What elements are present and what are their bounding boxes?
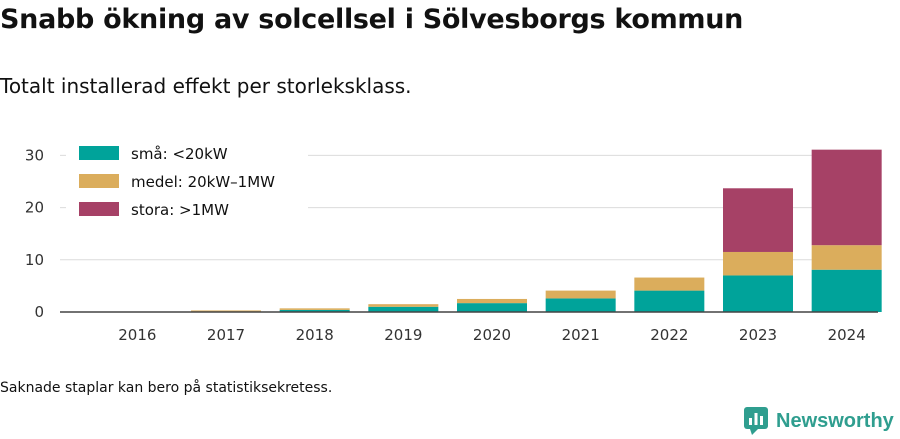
- chart-subtitle: Totalt installerad effekt per storlekskl…: [0, 74, 412, 98]
- bar-2021-series-0: [545, 298, 616, 312]
- newsworthy-logo[interactable]: Newsworthy: [744, 407, 894, 435]
- legend-label: små: <20kW: [131, 145, 228, 163]
- legend-swatch: [79, 146, 119, 160]
- bar-2020-series-1: [457, 298, 527, 304]
- bar-2024-series-2: [811, 149, 882, 246]
- y-tick-label: 30: [25, 146, 44, 164]
- x-tick-label: 2019: [384, 326, 422, 344]
- y-tick-label: 10: [25, 251, 44, 269]
- bar-2017-series-1: [191, 310, 261, 312]
- x-tick-label: 2021: [562, 326, 600, 344]
- y-tick-label: 0: [34, 303, 44, 321]
- x-tick-label: 2024: [828, 326, 866, 344]
- x-tick-label: 2018: [296, 326, 334, 344]
- bar-2023-series-2: [723, 188, 793, 252]
- bar-2018-series-0: [279, 309, 350, 312]
- bar-2024-series-1: [811, 245, 882, 270]
- bar-2019-series-0: [368, 306, 439, 312]
- chart-title: Snabb ökning av solcellsel i Sölvesborgs…: [0, 4, 744, 35]
- legend: små: <20kW medel: 20kW–1MW stora: >1MW: [66, 138, 308, 226]
- y-tick-label: 20: [25, 199, 44, 217]
- bar-2019-series-1: [368, 304, 439, 307]
- bar-2024-series-0: [811, 269, 882, 312]
- bars: [102, 149, 882, 312]
- legend-label: stora: >1MW: [131, 201, 229, 219]
- bar-chart-icon: [744, 407, 768, 435]
- legend-swatch: [79, 174, 119, 188]
- legend-swatch: [79, 202, 119, 216]
- brand-name: Newsworthy: [776, 409, 894, 432]
- legend-label: medel: 20kW–1MW: [131, 173, 275, 191]
- x-tick-label: 2022: [650, 326, 688, 344]
- bar-2022-series-0: [634, 290, 705, 312]
- stacked-bar-chart: 0 10 20 30 2016 2017 2018 2019 2020 2021 2022 2023 2…: [24, 138, 882, 344]
- bar-2021-series-1: [545, 290, 616, 299]
- bar-2023-series-0: [723, 275, 793, 312]
- x-tick-label: 2023: [739, 326, 777, 344]
- axes: 0 10 20 30 2016 2017 2018 2019 2020 2021 2022 2023 2…: [25, 146, 878, 344]
- x-tick-label: 2016: [118, 326, 156, 344]
- bar-2018-series-1: [279, 308, 350, 310]
- x-tick-label: 2020: [473, 326, 511, 344]
- footnote: Saknade staplar kan bero på statistiksek…: [0, 380, 333, 396]
- bar-2022-series-1: [634, 277, 705, 291]
- x-tick-label: 2017: [207, 326, 245, 344]
- bar-2020-series-0: [457, 303, 527, 312]
- bar-2023-series-1: [723, 251, 793, 276]
